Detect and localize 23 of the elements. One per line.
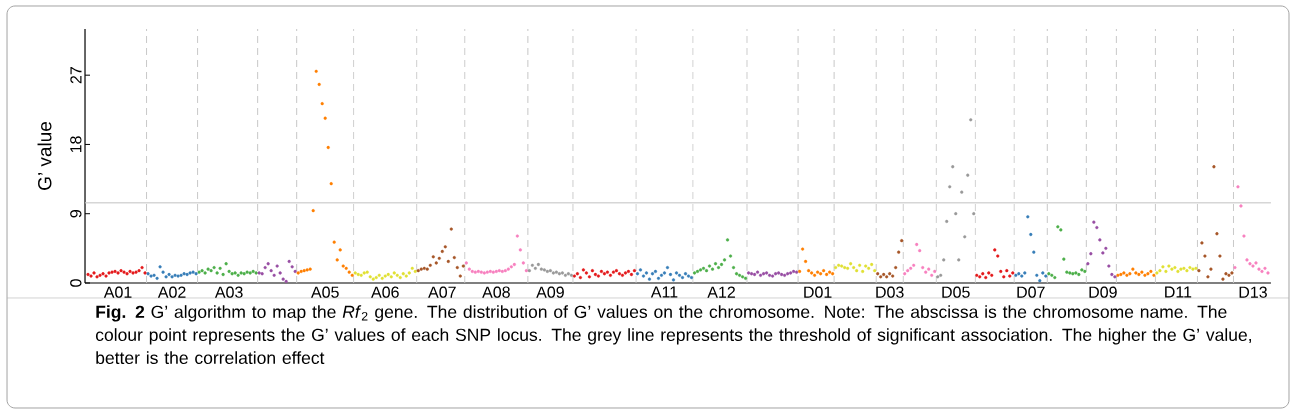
x-tick-label: D09: [1089, 286, 1117, 298]
x-tick-label: A01: [103, 286, 132, 298]
y-tick-label: 18: [70, 136, 82, 153]
y-tick-label: 9: [70, 210, 82, 218]
x-tick-label: A11: [650, 286, 678, 298]
y-tick-label: 27: [70, 67, 82, 84]
x-tick-label: A06: [371, 286, 399, 298]
y-axis-title: G’ value: [37, 122, 52, 190]
x-tick-label: A05: [311, 286, 339, 298]
x-tick-label: A07: [428, 286, 456, 298]
x-tick-label: A12: [707, 286, 735, 298]
x-tick-label: A02: [157, 286, 186, 298]
x-tick-label: D01: [804, 286, 832, 298]
x-tick-label: D07: [1017, 286, 1045, 298]
x-tick-label: A03: [214, 286, 243, 298]
x-tick-label: D11: [1165, 286, 1192, 298]
text: Fig. 2 G’ algorithm to map the Rf$_{2}$ gene. The distribution of G’ values on the chromosome. Note: The abscissa is the chromosome name. The colour point represents the G’ values of each SNP locus. The grey line represents the threshold of significant association. The higher the G’ value, better is the correlation effect: [95, 305, 1251, 365]
y-tick-label: 0: [70, 279, 82, 287]
x-tick-label: A08: [482, 286, 510, 298]
x-tick-label: A09: [536, 286, 564, 298]
x-tick-label: D05: [942, 286, 970, 298]
x-tick-label: D03: [876, 286, 904, 298]
x-tick-label: D13: [1239, 286, 1267, 298]
